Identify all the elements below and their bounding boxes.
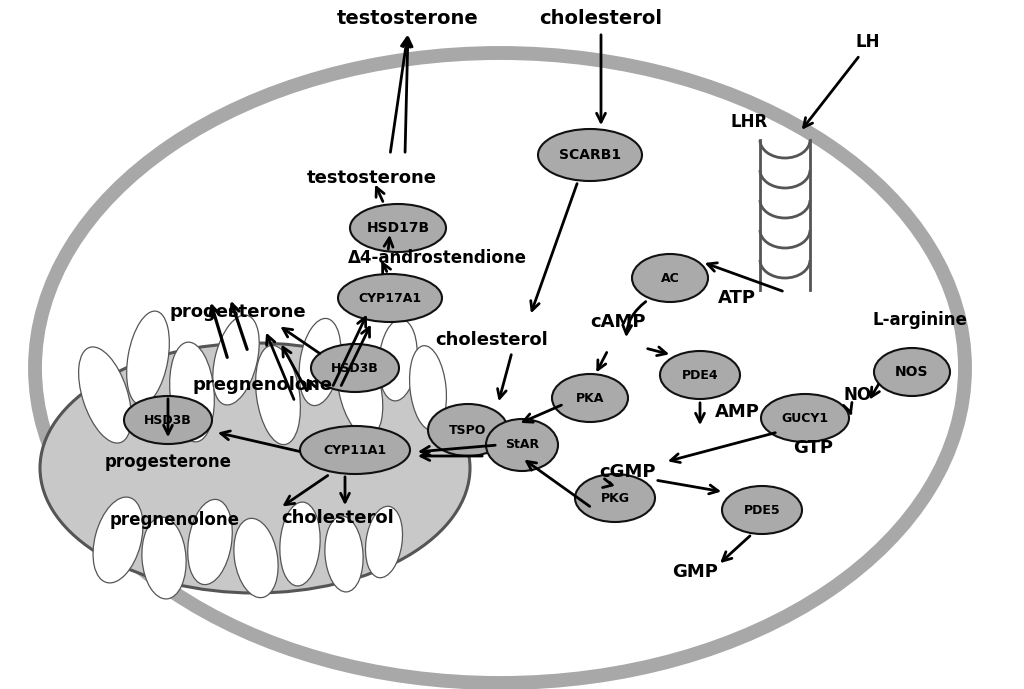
Ellipse shape (300, 426, 410, 474)
Ellipse shape (660, 351, 740, 399)
Ellipse shape (256, 345, 300, 444)
Text: testosterone: testosterone (307, 169, 437, 187)
Text: cAMP: cAMP (590, 313, 646, 331)
Text: GMP: GMP (672, 563, 718, 581)
Text: PDE5: PDE5 (743, 504, 780, 517)
Text: PDE4: PDE4 (682, 369, 718, 382)
Ellipse shape (338, 274, 442, 322)
Text: HSD3B: HSD3B (331, 362, 379, 375)
Ellipse shape (350, 204, 446, 252)
Text: cholesterol: cholesterol (540, 8, 663, 28)
Ellipse shape (280, 502, 321, 586)
Text: cholesterol: cholesterol (435, 331, 549, 349)
Ellipse shape (233, 518, 279, 597)
Text: HSD17B: HSD17B (367, 221, 429, 235)
Text: PKG: PKG (600, 491, 630, 504)
Text: GTP: GTP (793, 439, 833, 457)
Ellipse shape (366, 506, 402, 578)
Text: HSD3B: HSD3B (144, 413, 191, 426)
Ellipse shape (311, 344, 399, 392)
Ellipse shape (722, 486, 802, 534)
Ellipse shape (337, 343, 383, 437)
Text: LHR: LHR (731, 113, 768, 131)
Ellipse shape (124, 396, 212, 444)
Text: CYP11A1: CYP11A1 (324, 444, 387, 457)
Ellipse shape (213, 315, 259, 405)
Text: AMP: AMP (715, 403, 760, 421)
Text: pregnenolone: pregnenolone (193, 376, 333, 394)
Text: testosterone: testosterone (337, 8, 479, 28)
Ellipse shape (632, 254, 708, 302)
Ellipse shape (379, 319, 417, 401)
Ellipse shape (170, 342, 214, 442)
Ellipse shape (874, 348, 950, 396)
Ellipse shape (325, 516, 364, 592)
Ellipse shape (40, 343, 470, 593)
Ellipse shape (428, 404, 508, 456)
Text: GUCY1: GUCY1 (781, 411, 828, 424)
Text: NOS: NOS (895, 365, 929, 379)
Ellipse shape (93, 497, 143, 583)
Text: cGMP: cGMP (600, 463, 656, 481)
Ellipse shape (552, 374, 628, 422)
Ellipse shape (142, 517, 186, 599)
Text: cholesterol: cholesterol (282, 509, 394, 527)
Ellipse shape (486, 419, 558, 471)
Ellipse shape (299, 318, 341, 406)
Text: LH: LH (856, 33, 881, 51)
Ellipse shape (187, 500, 232, 584)
Text: AC: AC (660, 271, 679, 285)
Text: TSPO: TSPO (450, 424, 486, 437)
Text: Δ4-androstendione: Δ4-androstendione (348, 249, 527, 267)
Text: progesterone: progesterone (104, 453, 231, 471)
Text: ATP: ATP (718, 289, 756, 307)
Text: CYP17A1: CYP17A1 (358, 291, 422, 305)
Text: L-arginine: L-arginine (872, 311, 968, 329)
Text: SCARB1: SCARB1 (559, 148, 622, 162)
Ellipse shape (127, 311, 169, 405)
Text: PKA: PKA (575, 391, 604, 404)
Text: NO: NO (844, 386, 872, 404)
Text: StAR: StAR (505, 438, 539, 451)
Ellipse shape (35, 53, 965, 683)
Ellipse shape (79, 347, 131, 443)
Ellipse shape (538, 129, 642, 181)
Ellipse shape (575, 474, 655, 522)
Ellipse shape (761, 394, 849, 442)
Text: pregnenolone: pregnenolone (110, 511, 240, 529)
Text: progesterone: progesterone (170, 303, 306, 321)
Ellipse shape (410, 346, 446, 431)
